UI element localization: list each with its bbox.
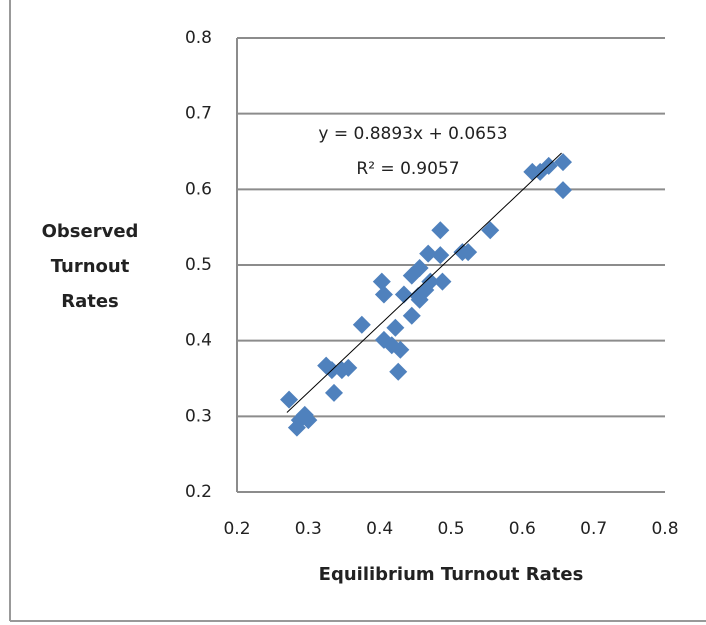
data-point [339,358,358,377]
data-point [391,340,410,359]
trendline [286,152,562,413]
data-point [433,272,452,291]
data-point [394,285,413,304]
data-point [352,315,371,334]
x-tick-label: 0.7 [580,519,607,539]
data-point [410,259,429,278]
data-point [553,181,572,200]
x-tick-label: 0.6 [509,519,536,539]
y-tick-label: 0.4 [185,331,212,351]
data-point [386,318,405,337]
x-tick-label: 0.5 [437,519,464,539]
x-tick-label: 0.4 [366,519,393,539]
data-point [553,153,572,172]
y-tick-label: 0.3 [185,406,212,426]
x-tick-label: 0.8 [651,519,678,539]
x-axis-label: Equilibrium Turnout Rates [319,564,584,585]
data-point [459,243,478,262]
y-tick-label: 0.2 [185,482,212,502]
data-point [374,285,393,304]
data-point [481,221,500,240]
y-tick-label: 0.8 [185,28,212,48]
y-tick-label: 0.6 [185,179,212,199]
data-point [421,272,440,291]
equation: y = 0.8893x + 0.0653 [318,124,507,144]
data-point [290,411,309,430]
y-axis-label: Observed Turnout Rates [41,221,139,312]
y-tick-label: 0.5 [185,255,212,275]
x-tick-label: 0.2 [223,519,250,539]
data-point [280,390,299,409]
x-tick-label: 0.3 [295,519,322,539]
r-squared: R² = 0.9057 [356,159,459,179]
data-point [431,246,450,265]
data-point [419,244,438,263]
data-point [402,306,421,325]
data-point [372,272,391,291]
y-tick-label: 0.7 [185,104,212,124]
data-point [389,362,408,381]
data-point [325,383,344,402]
data-point [431,221,450,240]
